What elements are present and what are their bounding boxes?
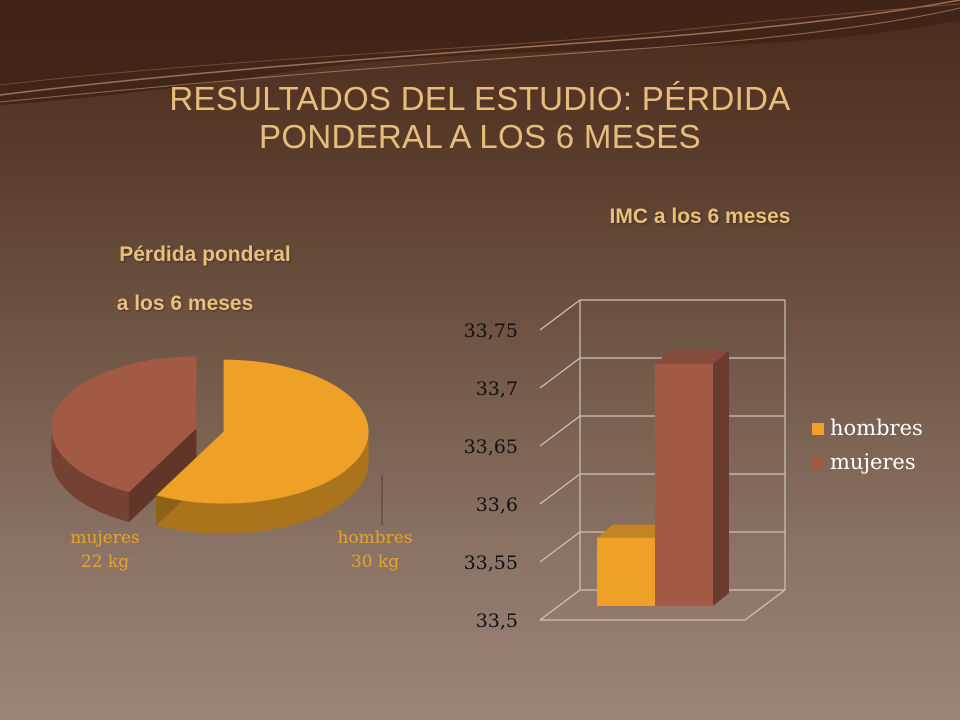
bar-mujeres	[655, 350, 729, 606]
pie-slice-hombres	[156, 359, 369, 534]
pie-chart-title: Pérdida ponderal	[119, 243, 291, 266]
bar-ytick-label: 33,7	[476, 378, 518, 400]
pie-side-hombres	[156, 431, 369, 534]
legend-swatch-mujeres	[812, 457, 824, 469]
pie-chart-subtitle: a los 6 meses	[116, 292, 254, 315]
bar-ytick-label: 33,6	[476, 494, 518, 516]
pie-chart	[51, 356, 383, 534]
pie-label-mujeres-name: mujeres	[70, 528, 140, 548]
bar-ytick-label: 33,65	[464, 436, 518, 458]
bar-chart-title: IMC a los 6 meses	[609, 205, 791, 228]
slide-title-line2: PONDERAL A LOS 6 MESES	[259, 118, 701, 155]
bar-ytick-label: 33,55	[464, 552, 518, 574]
pie-slice-mujeres	[51, 356, 197, 523]
pie-side-mujeres	[51, 428, 130, 523]
slide-title: RESULTADOS DEL ESTUDIO: PÉRDIDA PONDERAL…	[80, 80, 880, 156]
bar-chart: 33,5 33,55 33,6 33,65 33,7 33,75 hombres mujere…	[464, 299, 923, 632]
pie-label-hombres: hombres 30 kg	[310, 526, 440, 574]
bar-legend: hombres mujeres	[812, 416, 923, 474]
pie-label-mujeres-value: 22 kg	[80, 552, 130, 572]
slide-title-line1: RESULTADOS DEL ESTUDIO: PÉRDIDA	[169, 80, 791, 117]
bar-ytick-label: 33,5	[476, 610, 518, 632]
pie-top-mujeres	[51, 356, 197, 493]
legend-label-hombres: hombres	[830, 416, 923, 440]
legend-label-mujeres: mujeres	[830, 450, 916, 474]
pie-label-hombres-value: 30 kg	[350, 552, 400, 572]
bar-ytick-label: 33,75	[464, 320, 518, 342]
pie-label-hombres-name: hombres	[337, 528, 413, 548]
pie-top-hombres	[156, 359, 369, 504]
legend-swatch-hombres	[812, 423, 824, 435]
pie-label-mujeres: mujeres 22 kg	[40, 526, 170, 574]
header-swoosh	[0, 0, 960, 105]
